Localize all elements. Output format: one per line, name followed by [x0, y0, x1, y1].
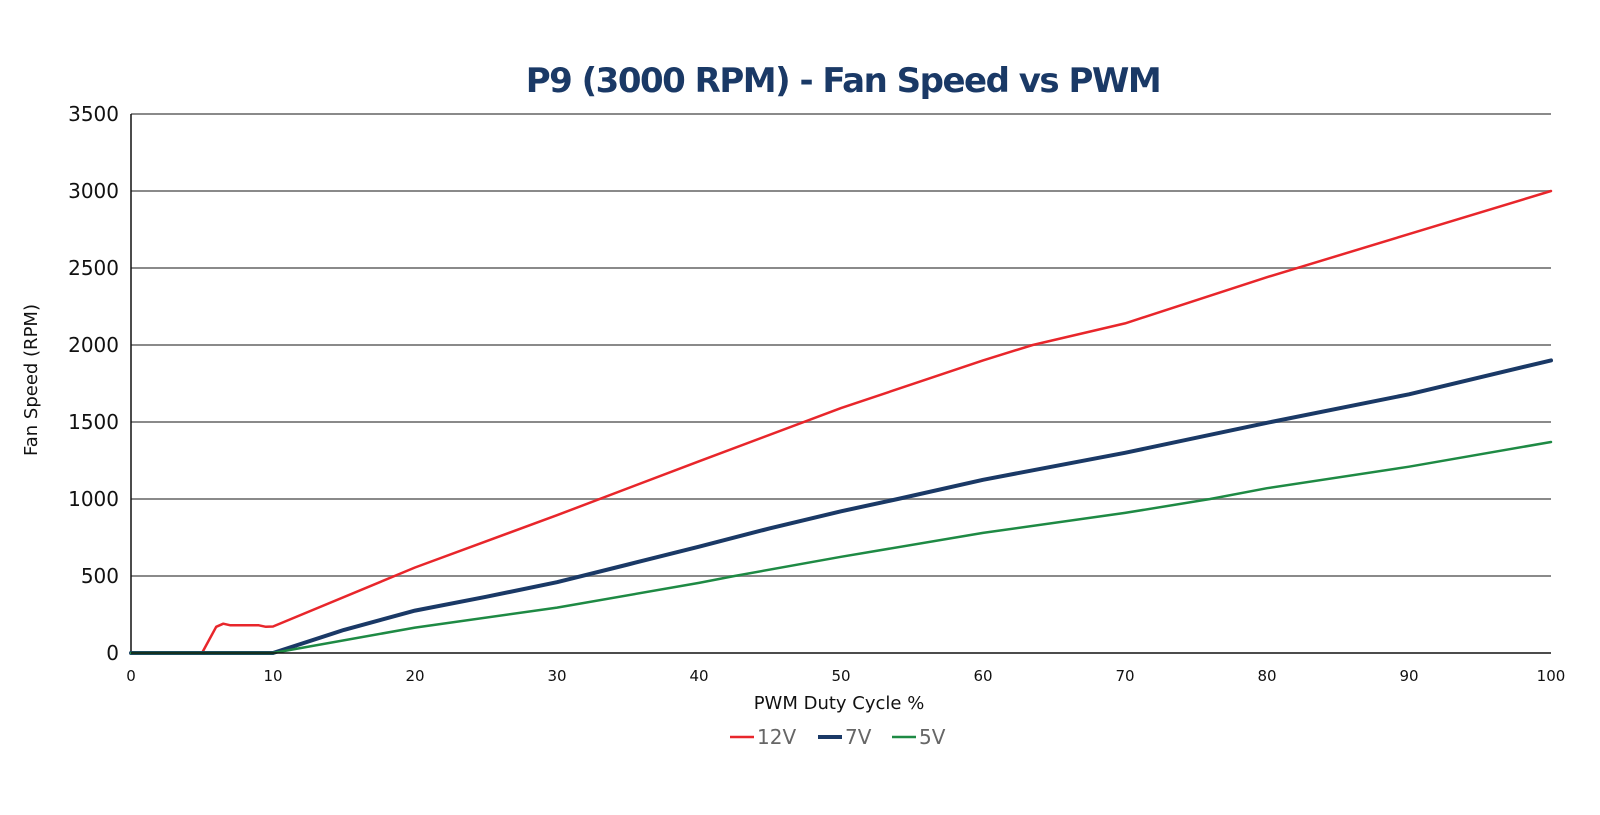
x-tick-label: 20	[405, 667, 424, 685]
series-line-5v	[129, 440, 1553, 655]
y-tick-label: 1500	[68, 410, 119, 434]
x-tick-label: 70	[1115, 667, 1134, 685]
legend-label: 5V	[919, 725, 946, 749]
x-tick-label: 100	[1537, 667, 1566, 685]
x-axis-label: PWM Duty Cycle %	[754, 693, 925, 714]
legend-item-7v: 7V	[818, 725, 872, 749]
series-line-12v	[129, 189, 1553, 655]
gridlines	[131, 113, 1551, 577]
y-tick-label: 1000	[68, 487, 119, 511]
x-tick-label: 60	[973, 667, 992, 685]
y-tick-label: 0	[106, 641, 119, 665]
x-tick-label: 30	[547, 667, 566, 685]
x-tick-label: 50	[831, 667, 850, 685]
x-tick-label: 0	[126, 667, 136, 685]
x-tick-label: 40	[689, 667, 708, 685]
legend-item-12v: 12V	[730, 725, 796, 749]
series-lines	[129, 189, 1553, 655]
y-tick-label: 2500	[68, 256, 119, 280]
legend-item-5v: 5V	[892, 725, 946, 749]
y-tick-label: 2000	[68, 333, 119, 357]
legend: 12V 7V 5V	[730, 725, 946, 749]
y-axis-label: Fan Speed (RPM)	[21, 304, 42, 456]
legend-label: 7V	[845, 725, 872, 749]
series-line-7v	[129, 358, 1553, 655]
x-axis-ticks: 0 10 20 30 40 50 60 70 80 90 100	[126, 667, 1565, 685]
y-tick-label: 3500	[68, 102, 119, 126]
y-tick-label: 500	[81, 564, 119, 588]
chart-title: P9 (3000 RPM) - Fan Speed vs PWM	[526, 61, 1161, 101]
legend-label: 12V	[757, 725, 796, 749]
x-tick-label: 10	[263, 667, 282, 685]
y-axis-ticks: 0 500 1000 1500 2000 2500 3000 3500	[68, 102, 119, 665]
x-tick-label: 90	[1399, 667, 1418, 685]
y-tick-label: 3000	[68, 179, 119, 203]
x-tick-label: 80	[1257, 667, 1276, 685]
